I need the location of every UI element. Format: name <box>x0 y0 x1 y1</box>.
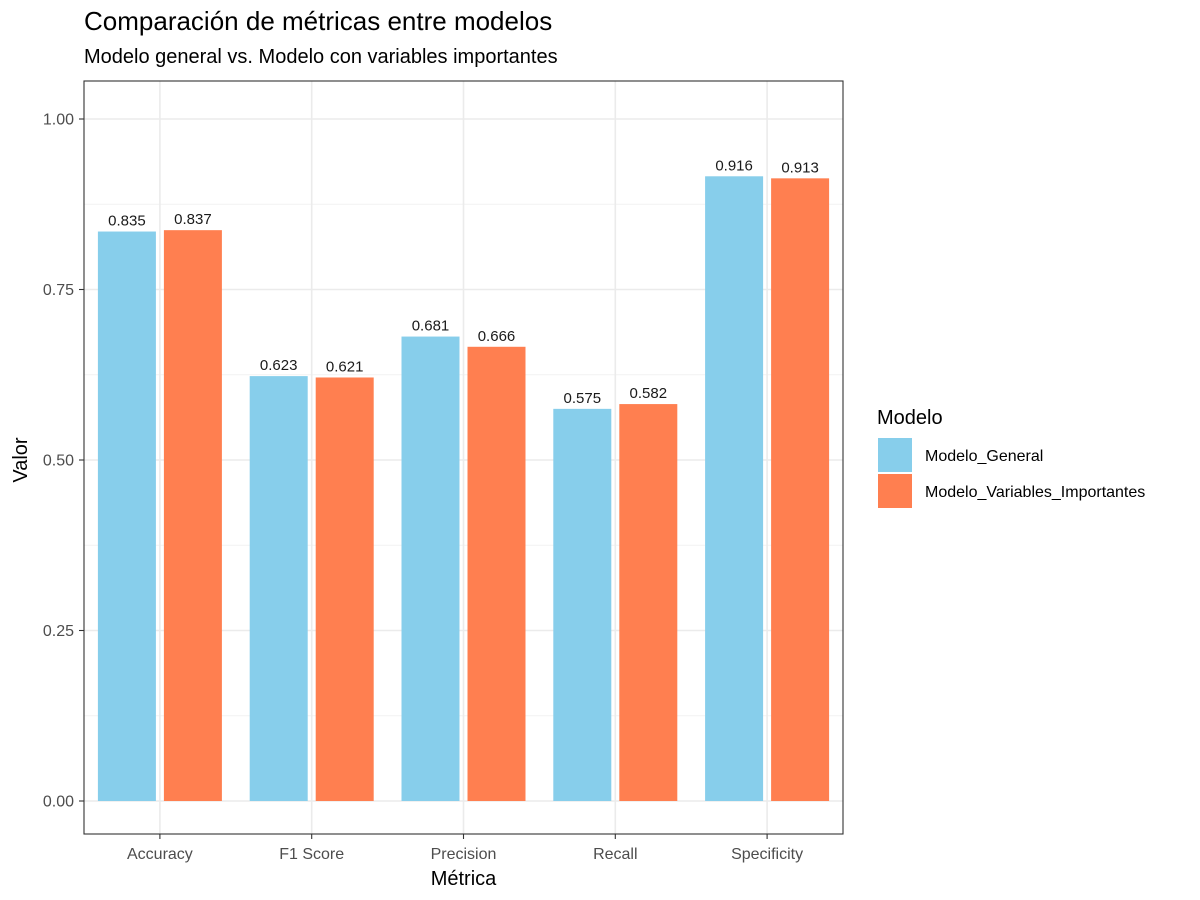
x-tick-label: Recall <box>593 846 637 863</box>
chart-title: Comparación de métricas entre modelos <box>84 6 552 36</box>
bar <box>619 404 678 801</box>
legend-title: Modelo <box>877 407 943 429</box>
bar <box>553 408 612 801</box>
bar-value-label: 0.837 <box>174 211 212 228</box>
bar-value-label: 0.621 <box>326 358 364 375</box>
bar <box>467 346 526 801</box>
y-axis: 0.00 0.25 0.50 0.75 1.00 <box>43 112 84 811</box>
x-axis: Accuracy F1 Score Precision Recall Specifici… <box>127 834 803 863</box>
x-tick-label: Precision <box>431 846 497 863</box>
legend-label: Modelo_Variables_Importantes <box>925 484 1145 501</box>
y-tick-label: 0.75 <box>43 282 74 299</box>
bar <box>163 230 222 801</box>
y-tick-label: 0.25 <box>43 623 74 640</box>
chart-subtitle: Modelo general vs. Modelo con variables … <box>84 46 558 68</box>
legend-key <box>878 474 912 508</box>
data-labels: 0.835 0.837 0.623 0.621 0.681 0.666 0.575 0.582… <box>108 157 819 407</box>
bar-value-label: 0.582 <box>630 385 668 402</box>
bar-value-label: 0.913 <box>781 159 819 176</box>
bar-value-label: 0.666 <box>478 328 516 345</box>
x-axis-title: Métrica <box>431 868 497 890</box>
legend: Modelo Modelo_General Modelo_Variables_Im… <box>877 407 1145 508</box>
x-tick-label: F1 Score <box>279 846 344 863</box>
bar-value-label: 0.916 <box>715 157 753 174</box>
y-axis-title: Valor <box>10 437 32 483</box>
bar-value-label: 0.681 <box>412 318 450 335</box>
legend-key <box>878 438 912 472</box>
x-tick-label: Specificity <box>731 846 803 863</box>
bar <box>97 231 156 801</box>
y-tick-label: 0.50 <box>43 453 74 470</box>
y-tick-label: 0.00 <box>43 794 74 811</box>
bar-value-label: 0.575 <box>564 390 602 407</box>
x-tick-label: Accuracy <box>127 846 193 863</box>
bars <box>97 176 830 802</box>
legend-label: Modelo_General <box>925 448 1043 465</box>
bar-value-label: 0.835 <box>108 213 146 230</box>
bar <box>705 176 764 802</box>
bar <box>249 376 308 801</box>
bar <box>771 178 830 802</box>
bar <box>315 377 374 801</box>
y-tick-label: 1.00 <box>43 112 74 129</box>
bar-value-label: 0.623 <box>260 357 298 374</box>
bar <box>401 336 460 801</box>
